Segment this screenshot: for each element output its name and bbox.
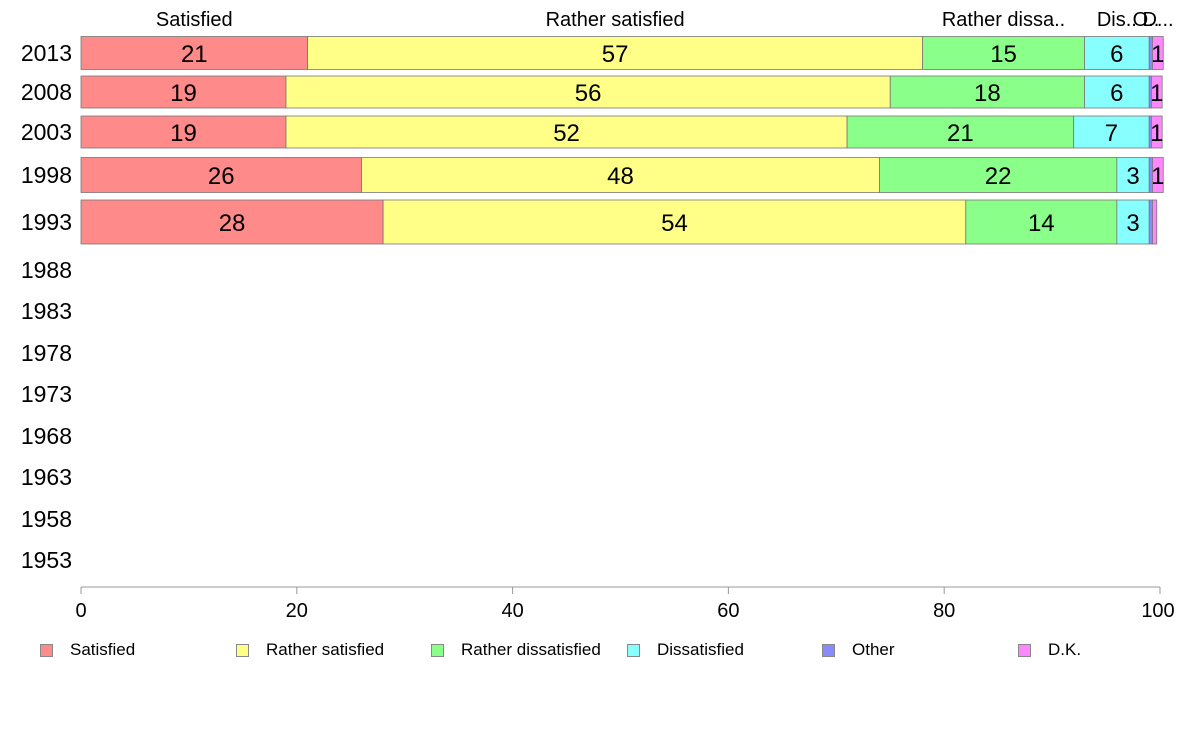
chart-legend: Satisfied Rather satisfied Rather dissatis… [0,638,1188,662]
bar-segment [307,36,924,70]
legend-label: Other [852,640,895,659]
y-tick-label: 2003 [21,119,72,145]
bar-value-label: 6 [1110,41,1123,68]
bar-value-label: 19 [170,80,197,107]
bar-value-label: 28 [219,210,246,237]
bar-value-label: 7 [1105,120,1118,147]
bar-value-label: 15 [990,41,1017,68]
y-tick-label: 1983 [21,298,72,324]
legend-label: Dissatisfied [657,640,744,659]
x-tick-label: 80 [933,600,955,622]
top-category-label: Rather satisfied [546,9,685,31]
bar-segment [889,75,1085,109]
bar-value-label: 26 [208,163,235,190]
bar-value-label: 54 [661,210,688,237]
bar-value-label: 48 [607,163,634,190]
bar-segment [1152,157,1164,193]
bar-segment [382,199,967,245]
bar-segment [1152,36,1164,70]
legend-swatch [40,643,53,657]
stacked-bar-chart: 2013200820031998199319881983197819731968… [21,9,1175,622]
bar-value-label: 1 [1151,41,1164,68]
bar-value-label: 3 [1126,210,1139,237]
bar-value-label: 6 [1110,80,1123,107]
bar-segment [879,157,1118,193]
bar-segment [1116,199,1150,245]
legend-label: D.K. [1048,640,1082,659]
bar-segment [922,36,1085,70]
bar-segment [1150,75,1163,109]
legend-item: D.K. [1018,638,1081,662]
legend-swatch [1018,643,1031,657]
y-tick-label: 1963 [21,464,72,490]
legend-item: Rather satisfied [236,638,384,662]
bar-value-label: 19 [170,120,197,147]
legend-item: Rather dissatisfied [431,638,601,662]
top-category-label: O.. [1133,9,1160,31]
bar-segment [1148,199,1153,245]
bar-value-label: 21 [947,120,974,147]
bar-value-label: 56 [575,80,602,107]
x-tick-label: 0 [75,600,86,622]
y-tick-label: 2008 [21,79,72,105]
bar-value-label: 52 [553,120,580,147]
legend-item: Satisfied [40,638,135,662]
y-tick-label: 1973 [21,381,72,407]
bar-segment [846,115,1075,149]
top-category-label: Satisfied [156,9,233,31]
bar-segment [1150,115,1163,149]
top-category-label: D... [1142,9,1173,31]
y-tick-label: 1998 [21,162,72,188]
bar-segment [80,36,308,70]
bar-segment [285,75,891,109]
y-tick-label: 2013 [21,40,72,66]
bar-value-label: 1 [1150,80,1163,107]
bar-segment [80,75,287,109]
x-tick-label: 20 [286,600,308,622]
y-tick-label: 1953 [21,547,72,573]
legend-swatch [822,643,835,657]
x-tick-label: 40 [501,600,523,622]
legend-swatch [431,643,444,657]
bar-segment [80,199,384,245]
x-tick-label: 100 [1141,600,1174,622]
bar-value-label: 1 [1151,163,1164,190]
bar-value-label: 3 [1126,163,1139,190]
bar-segment [285,115,848,149]
bar-segment [80,157,362,193]
legend-swatch [627,643,640,657]
legend-item: Other [822,638,895,662]
bar-value-label: 14 [1028,210,1055,237]
top-category-label: Rather dissa.. [942,9,1065,31]
top-category-label: Dis.. [1097,9,1137,31]
legend-label: Satisfied [70,640,136,659]
bar-value-label: 1 [1150,120,1163,147]
bar-segment [361,157,880,193]
y-tick-label: 1988 [21,257,72,283]
bar-segment [1152,199,1158,245]
bar-value-label: 21 [181,41,208,68]
y-tick-label: 1968 [21,423,72,449]
bar-value-label: 22 [985,163,1012,190]
y-tick-label: 1978 [21,340,72,366]
bar-segment [1073,115,1150,149]
bar-value-label: 57 [602,41,629,68]
legend-label: Rather satisfied [266,640,385,659]
bar-value-label: 18 [974,80,1001,107]
legend-swatch [236,643,249,657]
x-tick-label: 60 [717,600,739,622]
bar-segment [1084,75,1150,109]
bar-segment [1116,157,1150,193]
legend-label: Rather dissatisfied [461,640,601,659]
y-tick-label: 1993 [21,209,72,235]
y-tick-label: 1958 [21,506,72,532]
legend-item: Dissatisfied [627,638,744,662]
